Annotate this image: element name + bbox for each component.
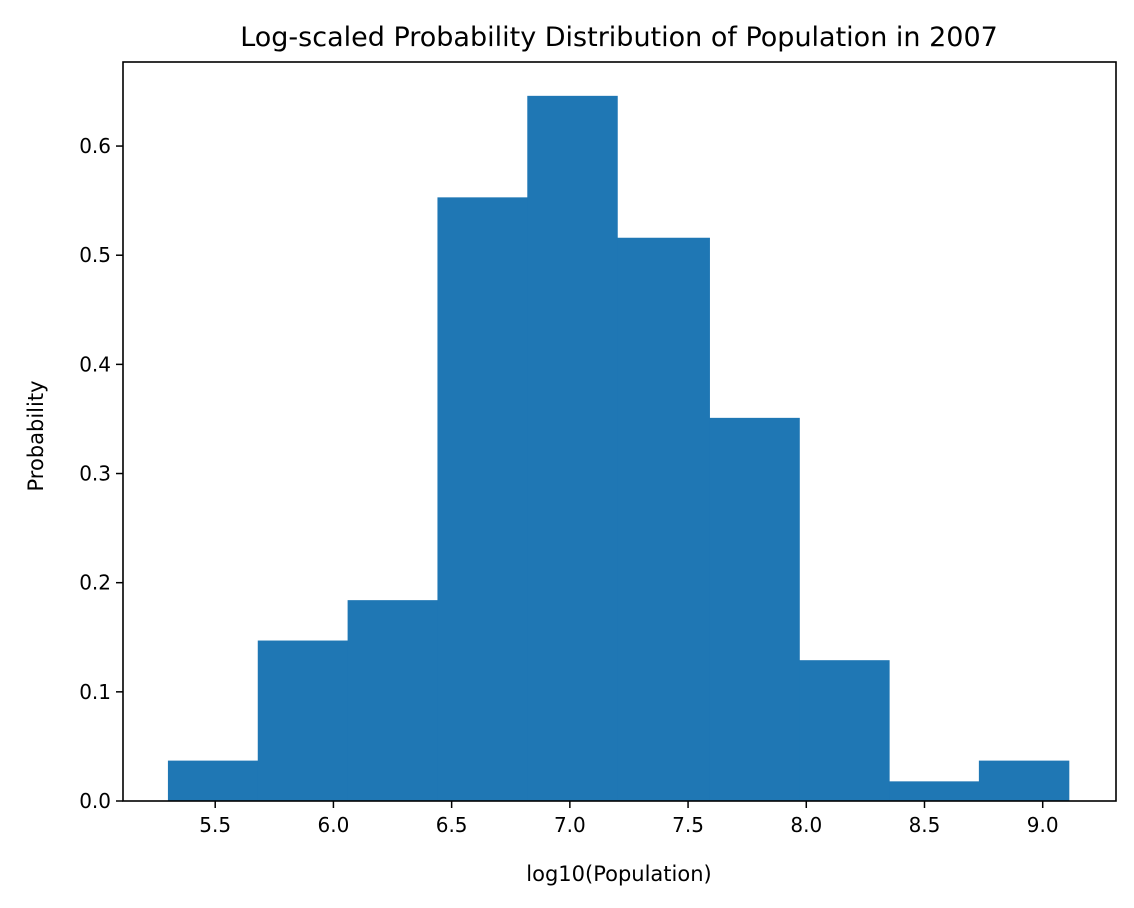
y-tick-label: 0.4	[79, 352, 111, 376]
plot-area-frame	[122, 61, 1117, 802]
histogram-bar	[617, 237, 710, 802]
y-tick-label: 0.5	[79, 243, 111, 267]
y-axis-ticks: 0.0 0.1 0.2 0.3 0.4 0.5 0.6	[79, 134, 123, 813]
histogram-bar	[799, 660, 890, 801]
y-tick-label: 0.6	[79, 134, 111, 158]
histogram-bar	[889, 781, 980, 801]
x-tick-label: 8.0	[790, 813, 822, 837]
chart-title: Log-scaled Probability Distribution of P…	[240, 22, 998, 53]
y-axis-label: Probability	[24, 380, 48, 491]
y-tick-label: 0.3	[79, 462, 111, 486]
histogram-bar	[347, 600, 439, 801]
x-axis-label: log10(Population)	[526, 862, 711, 886]
x-axis-ticks: 5.5 6.0 6.5 7.0 7.5 8.0 8.5 9.0	[199, 801, 1059, 837]
histogram-bar	[257, 640, 349, 801]
x-tick-label: 9.0	[1027, 813, 1059, 837]
y-tick-label: 0.1	[79, 680, 111, 704]
x-tick-label: 5.5	[199, 813, 231, 837]
x-tick-label: 6.0	[318, 813, 350, 837]
y-tick-label: 0.0	[79, 789, 111, 813]
x-tick-label: 8.5	[909, 813, 941, 837]
histogram-bar	[167, 760, 259, 801]
x-tick-label: 6.5	[436, 813, 468, 837]
histogram-bar	[978, 760, 1070, 801]
x-tick-label: 7.5	[672, 813, 704, 837]
histogram-bar	[437, 197, 528, 802]
histogram-bar	[709, 417, 800, 801]
x-tick-label: 7.0	[554, 813, 586, 837]
histogram-bars	[167, 95, 1070, 802]
histogram-bar	[527, 95, 618, 802]
y-tick-label: 0.2	[79, 571, 111, 595]
